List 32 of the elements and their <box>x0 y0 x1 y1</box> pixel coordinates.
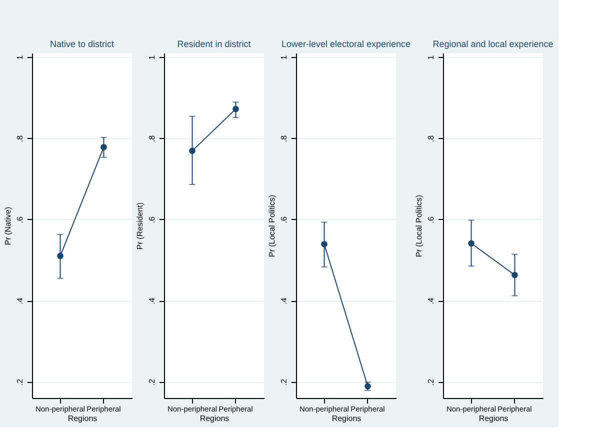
y-axis-title: Pr (Resident) <box>136 202 144 250</box>
y-tick-label: .4 <box>148 297 156 304</box>
y-tick-label: .8 <box>280 134 288 142</box>
y-tick-label: .4 <box>280 297 288 304</box>
chart-title: Resident in district <box>177 39 252 49</box>
y-tick-label: .8 <box>16 134 24 142</box>
y-tick-label: .4 <box>16 297 24 304</box>
y-tick-label: .6 <box>426 216 436 224</box>
y-tick-label: 1 <box>426 54 436 60</box>
y-tick-label: 1 <box>148 54 156 60</box>
y-tick-label: .2 <box>16 378 24 386</box>
y-tick-label: 1 <box>280 54 288 60</box>
x-axis-title: Regions <box>332 414 362 423</box>
y-tick-label: .4 <box>426 297 436 304</box>
x-axis-title: Regions <box>478 414 508 423</box>
y-axis-title: Pr (Native) <box>4 206 12 246</box>
y-tick-label: .2 <box>280 378 288 386</box>
y-tick-label: .8 <box>426 134 436 142</box>
chart-title: Lower-level electoral experience <box>281 39 411 49</box>
chart-title: Native to district <box>50 39 115 49</box>
x-axis-title: Regions <box>200 414 230 423</box>
y-tick-label: .6 <box>16 216 24 224</box>
y-axis-title: Pr (Local Politics) <box>268 194 276 258</box>
y-tick-label: 1 <box>16 54 24 60</box>
y-tick-label: .2 <box>148 378 156 386</box>
y-tick-label: .8 <box>148 134 156 142</box>
y-tick-label: .2 <box>426 378 436 386</box>
y-axis-title: Pr (Local Politics) <box>414 194 424 258</box>
chart-title: Regional and local experience <box>432 39 554 49</box>
y-tick-label: .6 <box>280 216 288 224</box>
x-axis-title: Regions <box>68 414 98 423</box>
y-tick-label: .6 <box>148 216 156 224</box>
